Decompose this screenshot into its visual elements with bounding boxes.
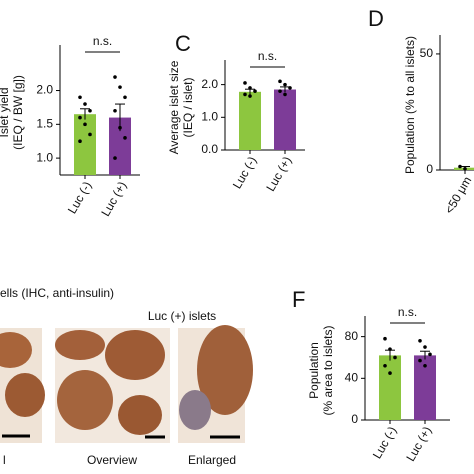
data-point (118, 85, 122, 89)
data-point (418, 339, 422, 343)
data-point (393, 355, 397, 360)
panel-letter: C (175, 31, 191, 56)
x-tick-label: Luc (-) (370, 424, 399, 461)
data-point (383, 336, 387, 341)
data-point (423, 364, 427, 368)
data-point (113, 109, 117, 113)
y-axis-label: Population (307, 342, 321, 399)
islet (0, 332, 32, 368)
significance-label: n.s. (258, 49, 277, 63)
image-label: Enlarged (188, 453, 236, 467)
islet (105, 330, 165, 380)
panel-e: ells (IHC, anti-insulin) Luc (+) islets … (0, 286, 253, 467)
data-point (83, 122, 87, 127)
x-tick-label: Luc (+) (98, 179, 129, 219)
significance-label: n.s. (398, 305, 417, 319)
x-tick-label: Luc (-) (230, 154, 259, 191)
x-tick-label: Luc (-) (65, 179, 94, 216)
y-tick-label: 2.0 (201, 77, 218, 91)
data-point (418, 358, 422, 363)
bar (109, 117, 131, 175)
islet (179, 390, 211, 430)
data-point (428, 352, 432, 357)
x-tick-label: <50 μm (442, 174, 474, 216)
data-point (78, 139, 82, 144)
data-point (383, 364, 387, 368)
y-tick-label: 0 (351, 412, 358, 426)
data-point (458, 164, 462, 169)
data-point (88, 132, 92, 137)
data-point (253, 89, 257, 93)
y-axis-label: (IEQ / islet) (181, 77, 195, 137)
data-point (113, 75, 117, 79)
y-axis-label: Population (% to all islets) (403, 36, 417, 174)
data-point (123, 136, 127, 140)
image-label: Overview (87, 453, 137, 467)
islet (118, 395, 162, 435)
data-point (248, 94, 252, 98)
y-axis-label: Islet yield (0, 87, 11, 137)
islet (5, 373, 45, 417)
data-point (78, 95, 82, 100)
data-point (123, 95, 127, 100)
data-point (278, 79, 282, 84)
bar (239, 91, 261, 150)
y-tick-label: 80 (345, 329, 359, 343)
group-label: Luc (+) islets (148, 309, 216, 323)
y-axis-label: (IEQ / BW [g]) (11, 75, 25, 150)
data-point (283, 82, 287, 87)
data-point (78, 115, 82, 120)
caption: ells (IHC, anti-insulin) (0, 286, 114, 300)
data-point (288, 86, 292, 90)
data-point (463, 167, 467, 171)
significance-label: n.s. (93, 34, 112, 48)
y-tick-label: 2.0 (36, 83, 53, 97)
data-point (88, 109, 92, 113)
data-point (248, 86, 252, 90)
data-point (113, 156, 117, 160)
data-point (243, 81, 247, 85)
x-tick-label: Luc (+) (263, 154, 294, 194)
data-point (278, 89, 282, 93)
data-point (388, 347, 392, 351)
bar (274, 89, 296, 150)
data-point (83, 102, 87, 106)
y-tick-label: 1.5 (36, 116, 53, 130)
bar (74, 114, 96, 175)
panel-letter: F (292, 287, 305, 312)
y-tick-label: 0.0 (201, 142, 218, 156)
bar (379, 355, 401, 420)
data-point (243, 92, 247, 97)
y-axis-label: (% area to islets) (321, 325, 335, 415)
y-tick-label: 1.0 (201, 109, 218, 123)
image-label: l (3, 453, 6, 467)
y-axis-label: Average islet size (167, 60, 181, 154)
data-point (118, 125, 122, 130)
data-point (423, 345, 427, 349)
data-point (283, 92, 287, 97)
y-tick-label: 0 (426, 162, 433, 176)
panel-letter: D (368, 6, 384, 31)
y-tick-label: 1.0 (36, 150, 53, 164)
x-tick-label: Luc (+) (403, 424, 434, 464)
data-point (388, 371, 392, 375)
islet (197, 325, 253, 415)
y-tick-label: 40 (345, 370, 359, 384)
y-tick-label: 50 (420, 46, 434, 60)
islet (55, 330, 105, 360)
bar (414, 355, 436, 420)
islet (57, 370, 113, 430)
